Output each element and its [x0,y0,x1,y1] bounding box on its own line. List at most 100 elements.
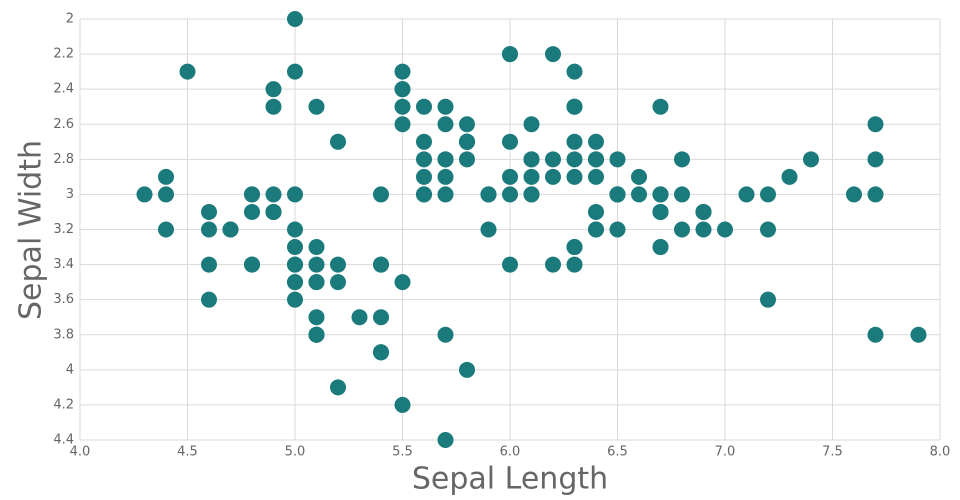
point [523,186,540,203]
point [201,291,217,308]
point [201,221,217,238]
x-tick-label: 7.0 [715,445,736,460]
point [502,168,518,185]
point [394,274,411,291]
point [437,432,454,448]
point [652,186,669,203]
point [588,203,604,220]
point [244,256,260,273]
point [437,116,454,133]
point [330,274,346,291]
point [287,256,303,273]
point [502,133,518,150]
point [652,239,669,256]
point [480,221,497,238]
point [437,98,454,115]
y-tick-label: 3 [66,187,74,202]
point [287,11,303,27]
point [373,344,389,361]
y-tick-label: 4.4 [53,433,74,448]
point [244,203,260,220]
point [631,186,647,203]
point [717,221,733,238]
point [566,239,583,256]
point [867,326,884,343]
point [330,379,346,396]
point [588,221,604,238]
point [179,63,196,80]
point [523,116,540,133]
point [287,239,303,256]
point [566,256,583,273]
point [308,239,325,256]
point [308,309,325,326]
y-tick-label: 2.8 [53,152,74,167]
point [394,116,411,133]
point [308,274,325,291]
point [502,186,518,203]
point [459,116,475,133]
point [738,186,755,203]
point [287,63,303,80]
point [201,203,217,220]
y-tick-label: 3.6 [53,292,74,307]
x-tick-label: 5.0 [285,445,306,460]
point [437,186,454,203]
point [222,221,239,238]
x-tick-label: 6.5 [607,445,628,460]
x-tick-label: 6.0 [500,445,521,460]
point [437,151,454,168]
point [287,221,303,238]
y-tick-label: 2 [66,12,74,27]
point [566,168,583,185]
point [416,186,432,203]
x-tick-label: 4.0 [70,445,91,460]
point [867,116,884,133]
point [437,168,454,185]
point [265,81,282,98]
y-axis-title: Sepal Width [14,140,49,320]
point [265,203,282,220]
point [695,221,712,238]
point [760,221,776,238]
point [631,168,647,185]
point [158,186,174,203]
point [330,256,346,273]
point [373,256,389,273]
point [308,326,325,343]
point [373,309,389,326]
point [760,186,776,203]
x-tick-label: 7.5 [822,445,843,460]
point [588,133,604,150]
point [502,256,518,273]
point [502,46,518,63]
x-axis-title: Sepal Length [412,462,608,497]
point [394,63,411,80]
point [394,396,411,413]
point [416,151,432,168]
point [394,81,411,98]
y-tick-label: 2.6 [53,117,74,132]
y-tick-label: 3.2 [53,222,74,237]
point [437,326,454,343]
point [588,151,604,168]
point [351,309,368,326]
point [459,133,475,150]
point [330,133,346,150]
point [609,221,626,238]
point [609,186,626,203]
point [201,256,217,273]
point [566,98,583,115]
point [846,186,862,203]
point [480,186,497,203]
y-tick-label: 3.4 [53,257,74,272]
point [652,98,669,115]
point [158,221,174,238]
point [566,133,583,150]
point [265,98,282,115]
point [609,151,626,168]
point [244,186,260,203]
x-tick-label: 5.5 [392,445,413,460]
point [373,186,389,203]
point [287,274,303,291]
